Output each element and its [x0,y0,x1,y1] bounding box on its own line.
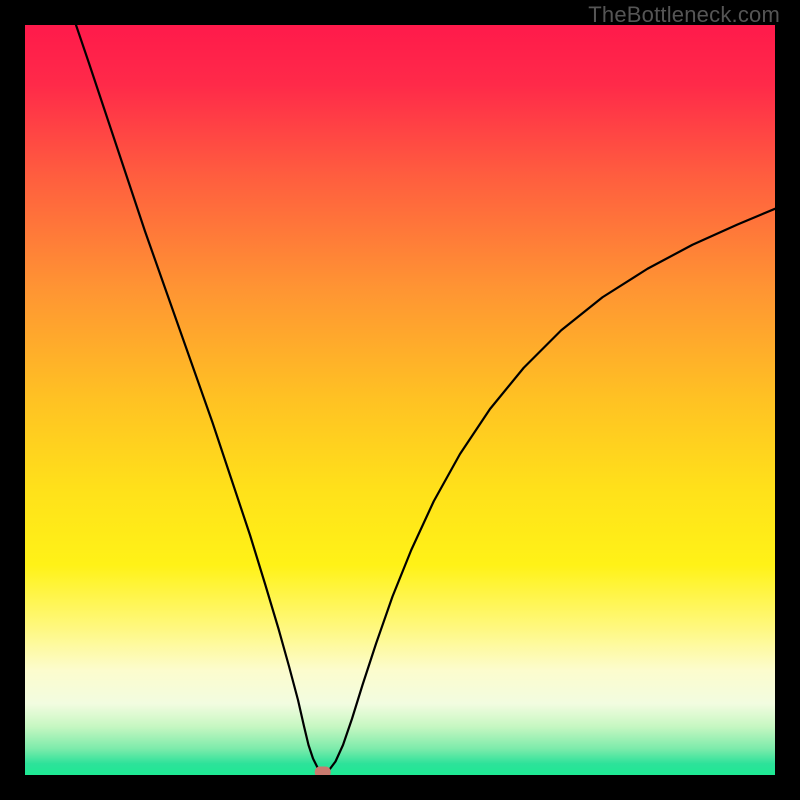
chart-svg [25,25,775,775]
optimum-marker [315,767,331,776]
watermark-text: TheBottleneck.com [588,2,780,28]
gradient-background [25,25,775,775]
figure-root: TheBottleneck.com [0,0,800,800]
plot-area [25,25,775,775]
